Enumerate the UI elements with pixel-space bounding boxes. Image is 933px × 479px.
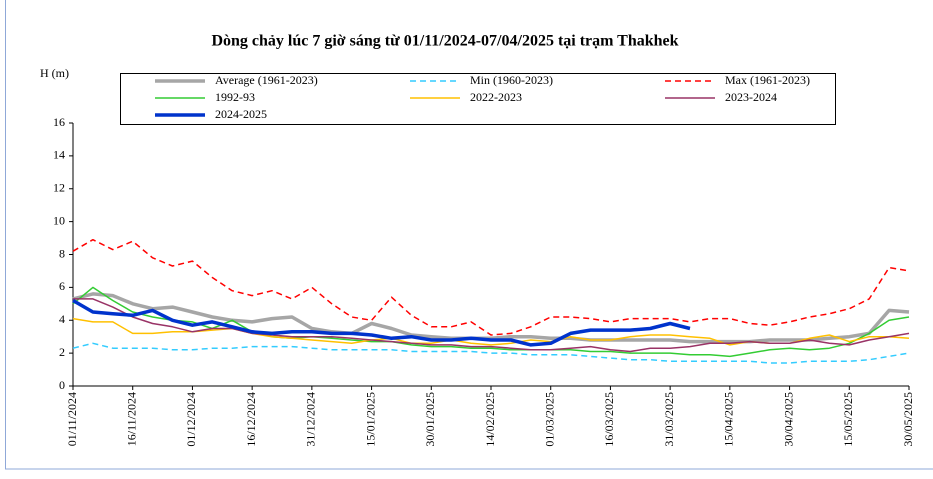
- legend-label: 2023-2024: [725, 90, 777, 104]
- y-tick-label: 8: [59, 246, 65, 260]
- x-tick-label: 30/05/2025: [901, 392, 915, 447]
- y-tick-label: 12: [53, 181, 65, 195]
- x-tick-label: 16/12/2024: [244, 392, 258, 447]
- y-tick-label: 16: [53, 115, 65, 129]
- series-line: [72, 342, 910, 364]
- x-tick-label: 30/01/2025: [423, 392, 437, 447]
- series-line: [73, 298, 910, 353]
- frame: [5, 0, 933, 470]
- x-tick-label: 31/12/2024: [304, 392, 318, 447]
- legend-label: 2022-2023: [470, 90, 522, 104]
- legend-label: Max (1961-2023): [725, 73, 810, 87]
- y-tick-label: 4: [59, 312, 65, 326]
- legend-label: 1992-93: [215, 90, 255, 104]
- y-tick-label: 10: [53, 213, 65, 227]
- legend: [120, 73, 836, 125]
- x-tick-label: 14/02/2025: [483, 392, 497, 447]
- series-line: [72, 238, 910, 336]
- y-tick-label: 2: [59, 345, 65, 359]
- legend-label: Average (1961-2023): [215, 73, 318, 87]
- x-tick-label: 15/01/2025: [363, 392, 377, 447]
- x-tick-label: 01/11/2024: [65, 392, 79, 446]
- y-tick-label: 14: [53, 148, 65, 162]
- x-tick-label: 01/12/2024: [184, 392, 198, 447]
- x-tick-label: 01/03/2025: [542, 392, 556, 447]
- y-axis-label: H (m): [40, 66, 69, 80]
- x-tick-label: 30/04/2025: [781, 392, 795, 447]
- x-tick-label: 15/05/2025: [841, 392, 855, 447]
- x-tick-label: 31/03/2025: [662, 392, 676, 447]
- x-tick-label: 16/03/2025: [602, 392, 616, 447]
- x-tick-label: 16/11/2024: [124, 392, 138, 446]
- legend-label: Min (1960-2023): [470, 73, 553, 87]
- chart-title: Dòng chảy lúc 7 giờ sáng từ 01/11/2024-0…: [211, 33, 678, 50]
- x-tick-label: 15/04/2025: [722, 392, 736, 447]
- series-line: [72, 298, 691, 347]
- legend-label: 2024-2025: [215, 107, 267, 121]
- y-tick-label: 0: [59, 378, 65, 392]
- y-tick-label: 6: [59, 279, 65, 293]
